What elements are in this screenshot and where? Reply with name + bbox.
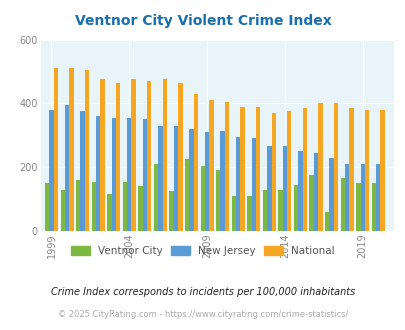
Bar [375,164,379,231]
Bar [209,100,213,231]
Bar [189,129,193,231]
Bar [200,166,205,231]
Bar [224,102,229,231]
Bar [45,183,49,231]
Bar [302,108,306,231]
Bar [355,183,360,231]
Bar [364,110,368,231]
Bar [115,82,120,231]
Bar [76,180,80,231]
Bar [348,108,353,231]
Text: Crime Index corresponds to incidents per 100,000 inhabitants: Crime Index corresponds to incidents per… [51,287,354,297]
Bar [122,182,127,231]
Bar [293,185,298,231]
Bar [158,126,162,231]
Bar [193,94,198,231]
Bar [85,70,89,231]
Bar [360,164,364,231]
Bar [251,139,255,231]
Bar [379,110,384,231]
Bar [220,130,224,231]
Bar [371,183,375,231]
Bar [162,80,166,231]
Bar [131,80,136,231]
Bar [49,110,53,231]
Bar [215,170,220,231]
Bar [96,116,100,231]
Bar [173,126,178,231]
Bar [205,132,209,231]
Bar [328,158,333,231]
Bar [255,107,260,231]
Bar [318,103,322,231]
Text: © 2025 CityRating.com - https://www.cityrating.com/crime-statistics/: © 2025 CityRating.com - https://www.city… [58,310,347,319]
Bar [309,175,313,231]
Bar [278,189,282,231]
Legend: Ventnor City, New Jersey, National: Ventnor City, New Jersey, National [67,242,338,260]
Bar [178,82,182,231]
Bar [340,178,344,231]
Bar [138,186,142,231]
Bar [333,103,337,231]
Bar [127,118,131,231]
Bar [262,189,266,231]
Bar [298,151,302,231]
Bar [107,194,111,231]
Bar [169,191,173,231]
Text: Ventnor City Violent Crime Index: Ventnor City Violent Crime Index [75,15,330,28]
Bar [344,164,348,231]
Bar [240,107,244,231]
Bar [231,196,235,231]
Bar [286,112,291,231]
Bar [80,112,85,231]
Bar [153,164,158,231]
Bar [60,189,65,231]
Bar [53,68,58,231]
Bar [313,153,318,231]
Bar [142,119,147,231]
Bar [92,182,96,231]
Bar [69,68,73,231]
Bar [282,147,286,231]
Bar [247,196,251,231]
Bar [324,212,328,231]
Bar [65,105,69,231]
Bar [235,137,240,231]
Bar [111,118,115,231]
Bar [100,80,104,231]
Bar [147,81,151,231]
Bar [266,147,271,231]
Bar [271,113,275,231]
Bar [185,159,189,231]
